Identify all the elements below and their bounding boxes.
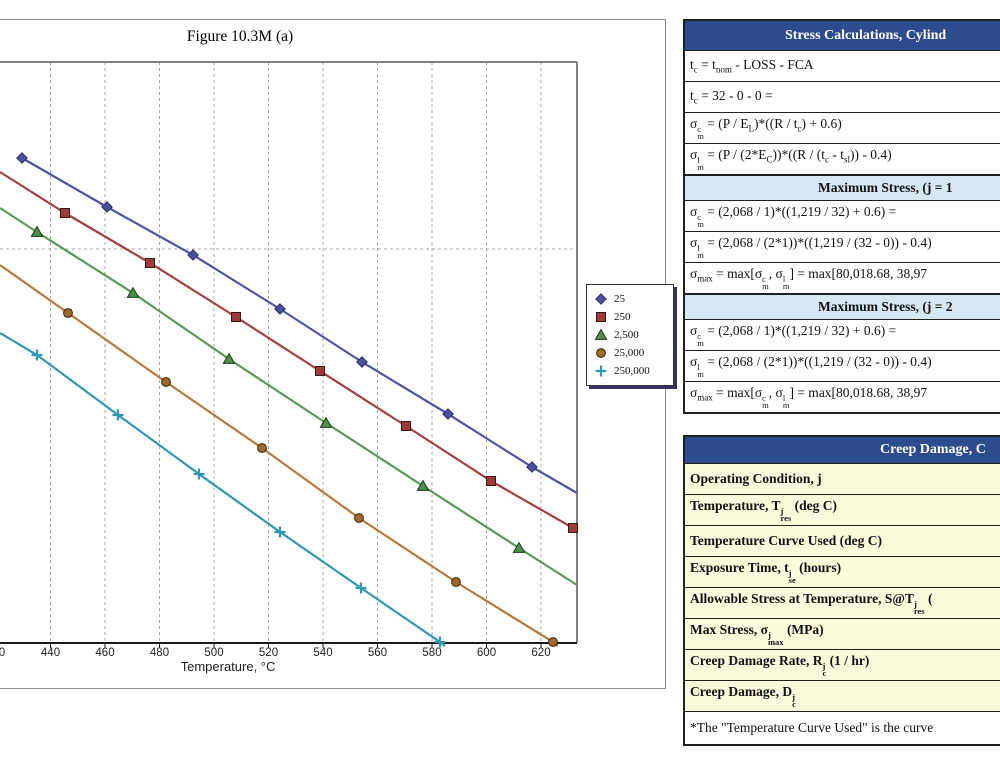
x-axis-tick-labels: 420 440 460 480 500 520 540 560 580 600 620	[0, 647, 600, 661]
x-tick-label: 580	[422, 647, 442, 659]
legend-item: 25,000	[594, 344, 670, 362]
creep-row-text: Allowable Stress at Temperature, S@T j res…	[690, 590, 933, 616]
creep-label-row: Operating Condition, j	[685, 463, 1000, 494]
legend-label: 250	[614, 311, 631, 323]
creep-table-header: Creep Damage, C	[685, 437, 1000, 463]
stress-subheader-row: Maximum Stress, (j = 2	[685, 293, 1000, 319]
creep-row-text: *The "Temperature Curve Used" is the cur…	[690, 720, 934, 735]
stress-row-text: Maximum Stress, (j = 2	[818, 299, 953, 314]
stress-formula-row: tc = tnom - LOSS - FCA	[685, 50, 1000, 81]
stress-row-text: tc = 32 - 0 - 0 =	[690, 88, 773, 106]
triangle-marker	[594, 328, 608, 340]
x-tick-label: 500	[204, 647, 224, 659]
legend-item: 25	[594, 290, 670, 308]
chart-legend: 25 250 2,500 25,000 250,000	[586, 284, 674, 386]
stress-formula-row: σmax = max[σ c m, σ l m] = max[80,018.68, 38…	[685, 262, 1000, 293]
stress-subheader-row: Maximum Stress, (j = 1	[685, 174, 1000, 200]
legend-label: 250,000	[614, 365, 650, 377]
creep-row-text: Max Stress, σ j max (MPa)	[690, 621, 824, 647]
x-tick-label: 480	[149, 647, 170, 659]
stress-row-text: Maximum Stress, (j = 1	[818, 180, 953, 195]
creep-label-row: Allowable Stress at Temperature, S@T j res…	[685, 587, 1000, 618]
diamond-legend-icon	[595, 293, 607, 305]
x-tick-label: 460	[95, 647, 115, 659]
x-tick-label: 420	[0, 647, 6, 659]
x-tick-label: 620	[531, 647, 551, 659]
creep-damage-table: Creep Damage, C Operating Condition, j Te…	[683, 435, 1000, 746]
chart-panel	[0, 19, 666, 689]
legend-items: 25 250 2,500 25,000 250,000	[594, 290, 670, 380]
creep-row-text: Operating Condition, j	[690, 471, 822, 486]
creep-footnote-row: *The "Temperature Curve Used" is the cur…	[685, 711, 1000, 744]
x-tick-label: 540	[313, 647, 333, 659]
square-legend-icon	[596, 312, 606, 322]
stress-formula-row: tc = 32 - 0 - 0 =	[685, 81, 1000, 112]
circle-marker	[596, 348, 606, 358]
x-tick-label: 560	[367, 647, 388, 659]
stress-row-text: σmax = max[σ c m, σ l m] = max[80,018.68, 38…	[690, 384, 928, 410]
x-axis-title: Temperature, °C	[180, 659, 276, 674]
triangle-legend-icon	[594, 328, 608, 340]
square-marker	[596, 312, 606, 322]
legend-item: 250,000	[594, 362, 670, 380]
creep-table-header-text: Creep Damage, C	[880, 442, 986, 457]
creep-label-row: Temperature Curve Used (deg C)	[685, 525, 1000, 556]
legend-item: 250	[594, 308, 670, 326]
stress-table-header: Stress Calculations, Cylind	[685, 21, 1000, 50]
stress-calculations-table: Stress Calculations, Cylind tc = tnom - …	[683, 19, 1000, 414]
x-tick-label: 520	[258, 647, 279, 659]
chart-title: Figure 10.3M (a)	[186, 28, 294, 45]
creep-row-text: Temperature Curve Used (deg C)	[690, 533, 882, 548]
legend-label: 25,000	[614, 347, 645, 359]
legend-label: 25	[614, 293, 625, 305]
x-tick-label: 440	[40, 647, 61, 659]
stress-formula-row: σmax = max[σ c m, σ l m] = max[80,018.68, 38…	[685, 381, 1000, 412]
stress-row-text: tc = tnom - LOSS - FCA	[690, 57, 814, 75]
stress-table-header-text: Stress Calculations, Cylind	[785, 27, 947, 43]
creep-row-text: Exposure Time, t j se (hours)	[690, 559, 842, 585]
circle-legend-icon	[596, 348, 606, 358]
diamond-marker	[595, 293, 607, 305]
legend-label: 2,500	[614, 329, 639, 341]
plus-legend-icon	[595, 365, 607, 377]
creep-label-row: Max Stress, σ j max (MPa)	[685, 618, 1000, 649]
creep-label-row: Exposure Time, t j se (hours)	[685, 556, 1000, 587]
legend-item: 2,500	[594, 326, 670, 344]
stress-row-text: σmax = max[σ c m, σ l m] = max[80,018.68, 38…	[690, 265, 928, 291]
x-tick-label: 600	[476, 647, 497, 659]
